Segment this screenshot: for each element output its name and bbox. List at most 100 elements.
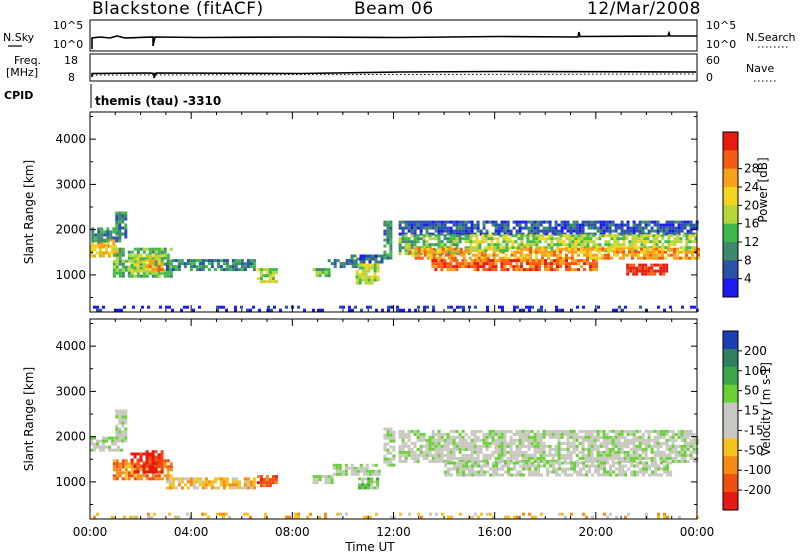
data-cell <box>625 253 628 257</box>
data-cell <box>632 220 636 224</box>
data-cell <box>564 470 568 474</box>
data-cell <box>509 265 513 269</box>
data-cell <box>562 262 565 266</box>
data-cell <box>574 262 577 266</box>
data-cell <box>392 454 396 458</box>
data-cell <box>130 274 134 278</box>
data-cell <box>458 444 462 448</box>
data-cell <box>207 262 211 266</box>
data-cell <box>112 247 116 251</box>
data-cell <box>533 459 537 463</box>
data-cell <box>587 232 591 236</box>
data-cell <box>694 247 697 251</box>
data-cell <box>440 459 444 463</box>
data-cell <box>474 461 478 465</box>
data-cell <box>458 459 462 463</box>
data-cell <box>506 259 510 263</box>
data-cell <box>535 250 538 254</box>
data-cell <box>500 432 504 436</box>
data-cell <box>404 450 408 454</box>
data-cell <box>407 453 411 457</box>
data-cell <box>160 266 164 270</box>
data-cell <box>106 236 110 240</box>
data-cell <box>611 441 615 445</box>
data-cell <box>632 226 636 230</box>
data-cell <box>686 432 690 436</box>
data-cell <box>592 240 596 244</box>
data-cell <box>471 515 474 519</box>
data-cell <box>530 429 534 433</box>
data-cell <box>498 305 501 309</box>
data-cell <box>491 220 495 224</box>
data-cell <box>497 459 501 463</box>
data-cell <box>407 243 411 247</box>
data-cell <box>494 450 498 454</box>
data-cell <box>616 243 620 247</box>
data-cell <box>434 259 438 263</box>
data-cell <box>413 237 417 241</box>
data-cell <box>350 260 354 264</box>
data-cell <box>537 464 541 468</box>
data-cell <box>676 247 679 251</box>
data-cell <box>647 272 651 276</box>
data-cell <box>571 243 575 247</box>
data-cell <box>632 438 636 442</box>
data-cell <box>416 429 420 433</box>
data-cell <box>548 226 552 230</box>
data-cell <box>653 453 657 457</box>
data-cell <box>650 429 654 433</box>
data-cell <box>623 229 627 233</box>
data-cell <box>604 256 607 260</box>
data-cell <box>487 243 491 247</box>
data-cell <box>151 470 155 474</box>
data-cell <box>228 486 232 490</box>
data-cell <box>540 512 543 516</box>
data-cell <box>493 237 497 241</box>
data-cell <box>501 308 504 312</box>
data-cell <box>449 453 453 457</box>
data-cell <box>353 469 357 473</box>
data-cell <box>447 305 450 309</box>
data-cell <box>440 229 444 233</box>
data-cell <box>500 453 504 457</box>
data-cell <box>567 461 571 465</box>
data-cell <box>480 464 484 468</box>
data-cell <box>389 436 393 440</box>
data-cell <box>177 515 180 519</box>
data-cell <box>643 247 646 251</box>
data-cell <box>414 256 418 260</box>
data-cell <box>476 456 480 460</box>
data-cell <box>607 243 611 247</box>
data-cell <box>611 223 615 227</box>
data-cell <box>541 234 545 238</box>
data-cell <box>668 429 672 433</box>
data-cell <box>552 470 556 474</box>
data-cell <box>525 467 529 471</box>
data-cell <box>431 438 435 442</box>
data-cell <box>645 467 649 471</box>
data-cell <box>662 450 666 454</box>
data-cell <box>533 223 537 227</box>
data-cell <box>353 260 357 264</box>
data-cell <box>589 253 592 257</box>
data-cell <box>592 243 596 247</box>
data-cell <box>659 444 663 448</box>
data-cell <box>503 223 507 227</box>
data-cell <box>271 481 275 485</box>
data-cell <box>324 478 328 482</box>
data-cell <box>685 237 689 241</box>
data-cell <box>469 249 473 253</box>
data-cell <box>222 515 225 519</box>
data-cell <box>204 512 207 516</box>
data-cell <box>656 263 660 267</box>
data-cell <box>169 259 173 263</box>
nsky-strip-frame <box>89 19 698 52</box>
data-cell <box>534 473 538 477</box>
data-cell <box>626 456 630 460</box>
data-cell <box>572 450 576 454</box>
data-cell <box>599 456 603 460</box>
data-cell <box>112 238 116 242</box>
data-cell <box>572 429 576 433</box>
data-cell <box>524 450 528 454</box>
data-cell <box>419 223 423 227</box>
